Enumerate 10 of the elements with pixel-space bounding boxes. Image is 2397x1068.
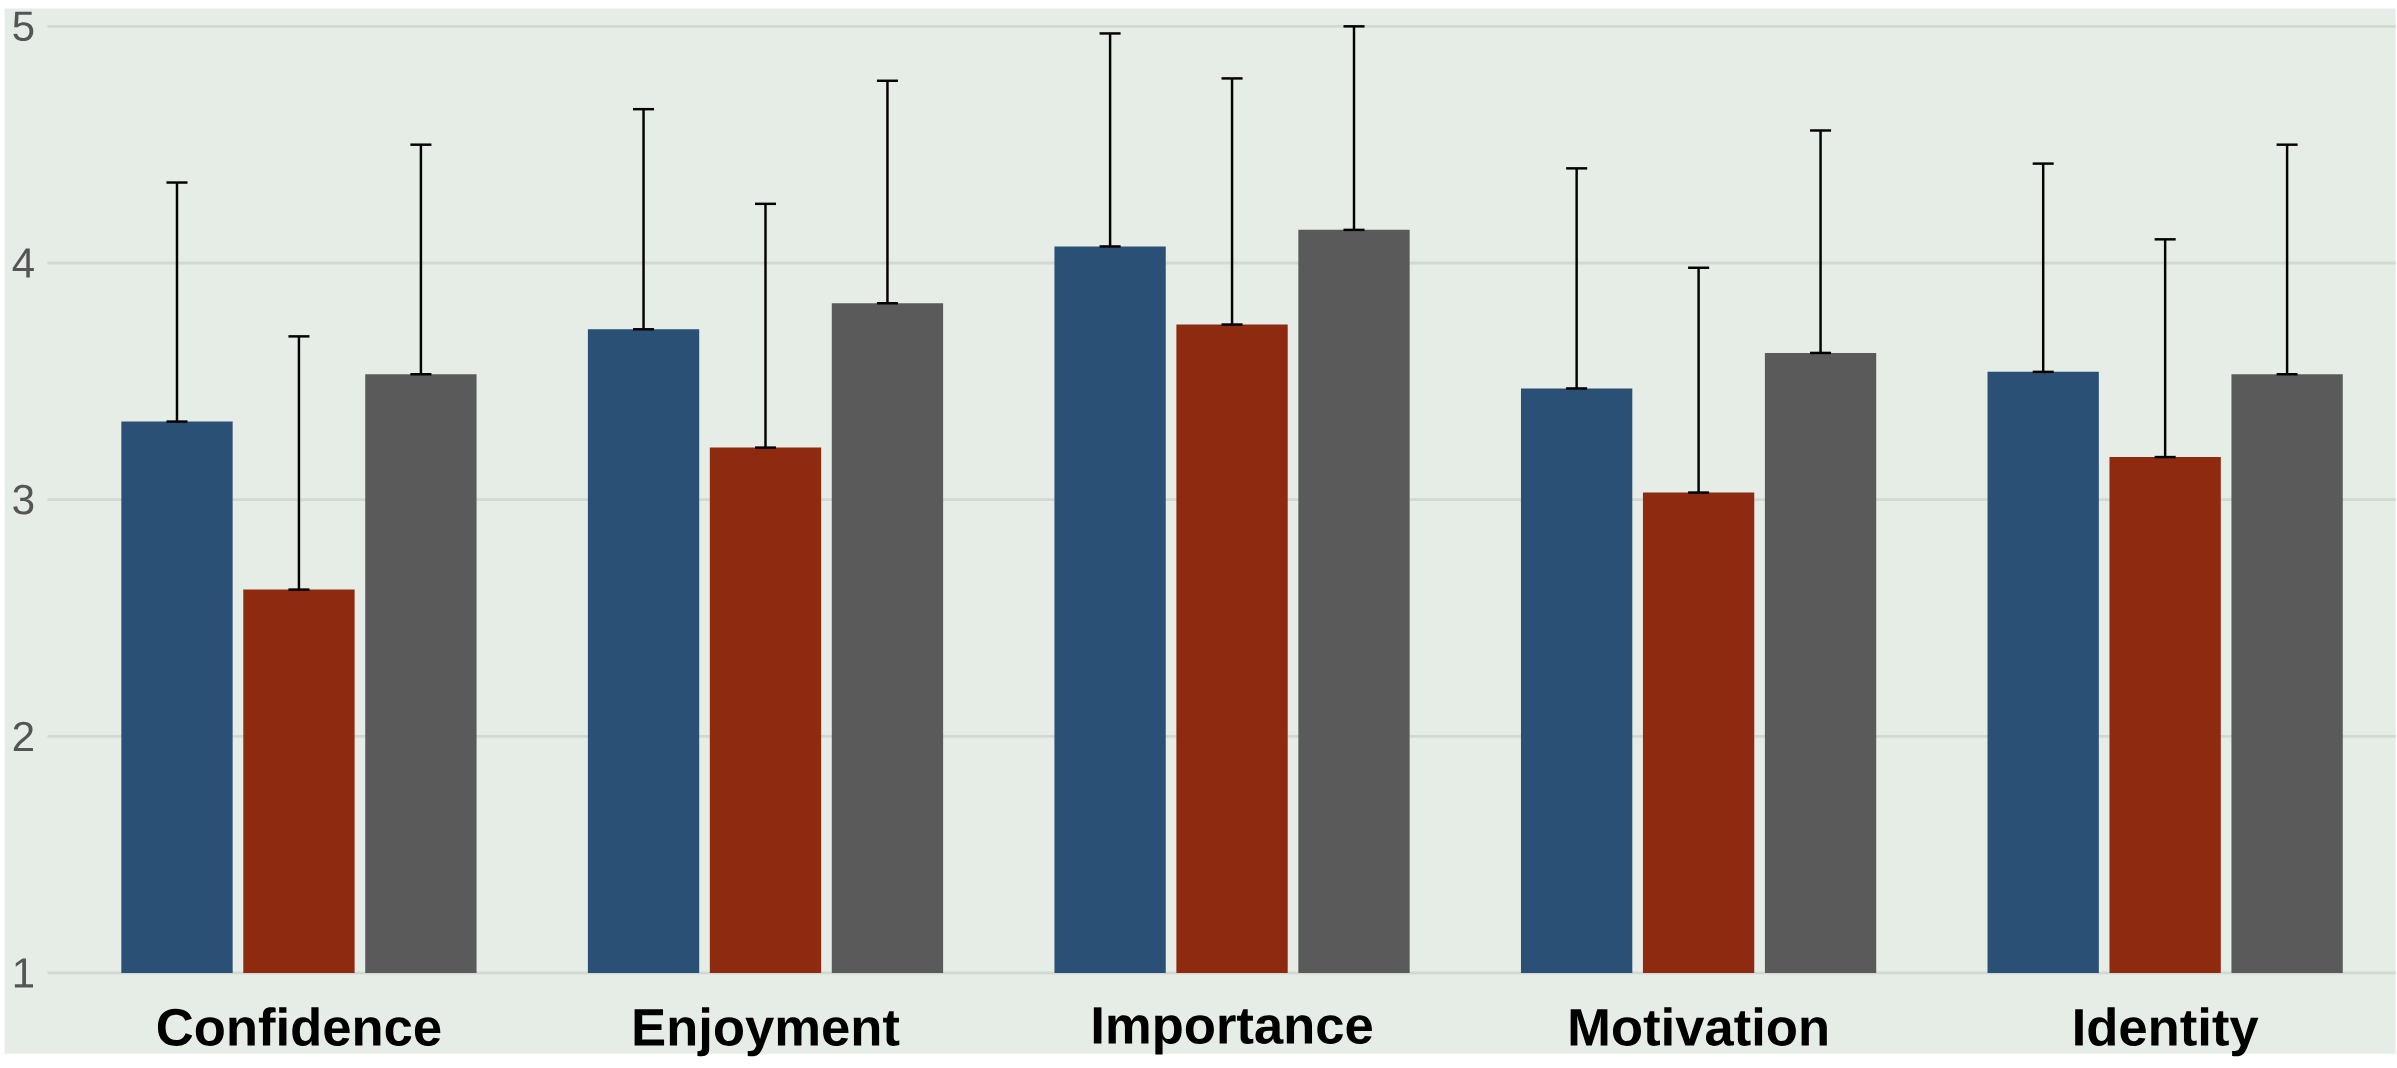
y-tick-label: 4	[12, 248, 34, 278]
y-tick-label: 2	[13, 721, 33, 751]
y-tick-label: 5	[13, 11, 34, 41]
x-tick-label: Confidence	[157, 1007, 441, 1046]
x-tick-label: Enjoyment	[634, 1007, 900, 1057]
x-tick-label: Identity	[2075, 1007, 2259, 1057]
x-tick-label: Motivation	[1570, 1007, 1827, 1046]
y-tick-label: 1	[14, 958, 34, 988]
x-tick-label: Importance	[1093, 1007, 1372, 1055]
y-tick-label: 3	[13, 484, 34, 515]
